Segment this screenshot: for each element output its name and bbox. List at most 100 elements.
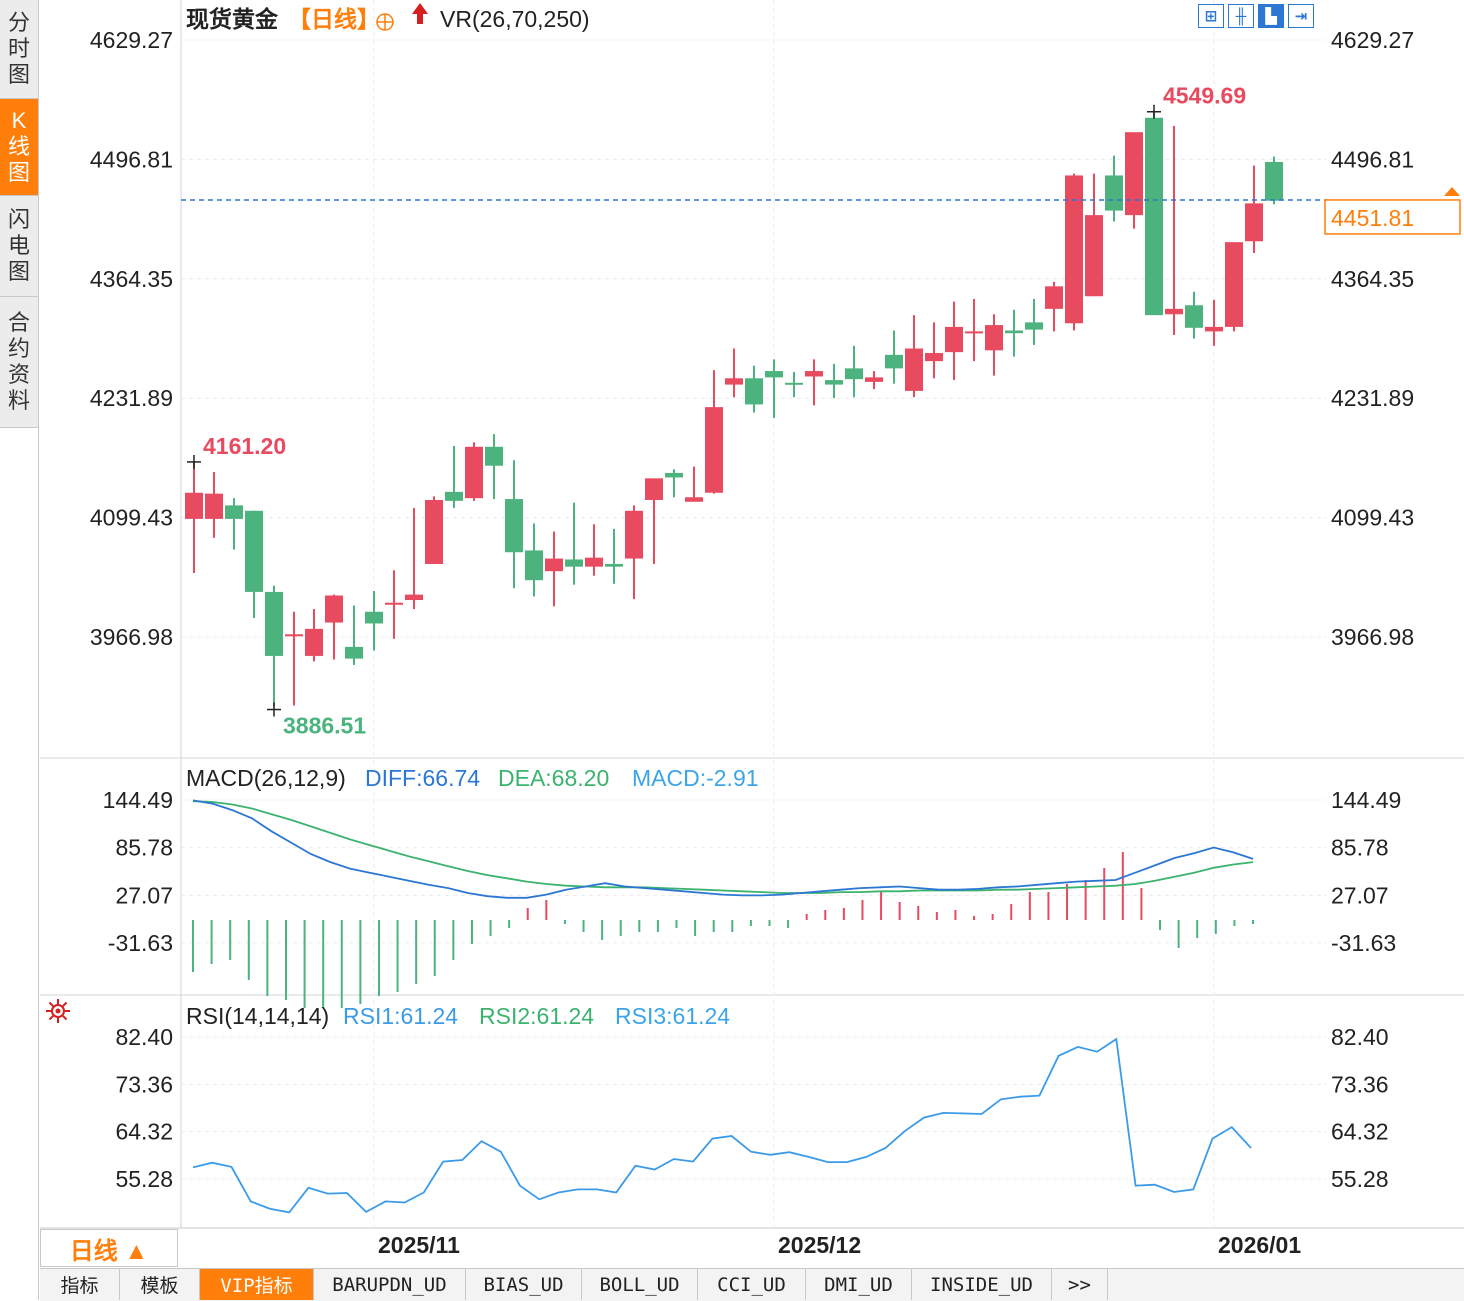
candle-grid-icon[interactable]: ╫ bbox=[1228, 4, 1254, 28]
tab-cci-ud[interactable]: CCI_UD bbox=[698, 1269, 806, 1300]
candle-body bbox=[565, 559, 583, 567]
scroll-right-icon[interactable]: ⇥ bbox=[1288, 4, 1314, 28]
candle-body bbox=[985, 325, 1003, 351]
tab-inside-ud[interactable]: INSIDE_UD bbox=[912, 1269, 1052, 1300]
price-axis-label-right: 3966.98 bbox=[1331, 624, 1414, 650]
candle-body bbox=[445, 491, 463, 501]
side-tab-flash[interactable]: 闪电图 bbox=[0, 196, 38, 297]
candle-body bbox=[245, 510, 263, 592]
kline-chart[interactable]: 2025/11 2025/12 2026/01 4629.27 4629.27 4496.… bbox=[0, 0, 1464, 1268]
candle-body bbox=[1025, 322, 1043, 330]
candle-body bbox=[285, 634, 303, 637]
candle-body bbox=[1145, 117, 1163, 316]
instrument-title: 现货黄金 bbox=[186, 6, 279, 32]
period-label: 【日线】 bbox=[288, 6, 380, 32]
candle-body bbox=[1065, 175, 1083, 324]
candle-body bbox=[505, 499, 523, 553]
candle-body bbox=[205, 493, 223, 519]
vr-indicator-label: VR(26,70,250) bbox=[440, 6, 590, 32]
candle-body bbox=[345, 646, 363, 659]
current-price-box bbox=[1324, 199, 1461, 235]
tab-vip-indicator[interactable]: VIP指标 bbox=[200, 1269, 314, 1300]
macd-axis-label-left: 27.07 bbox=[115, 882, 173, 908]
rsi-axis-label-right: 64.32 bbox=[1331, 1119, 1389, 1145]
candle-body bbox=[925, 353, 943, 362]
candle-body bbox=[485, 446, 503, 466]
candle-body bbox=[1265, 161, 1283, 201]
macd-axis-label-right: -31.63 bbox=[1331, 930, 1396, 956]
tab-template[interactable]: 模板 bbox=[120, 1269, 200, 1300]
tab-indicator[interactable]: 指标 bbox=[40, 1269, 120, 1300]
extreme-label-high: 4549.69 bbox=[1163, 83, 1246, 109]
candle-body bbox=[1185, 305, 1203, 328]
macd-value-legend: MACD:-2.91 bbox=[632, 765, 759, 791]
tab-bias-ud[interactable]: BIAS_UD bbox=[466, 1269, 582, 1300]
macd-axis-label-right: 27.07 bbox=[1331, 882, 1389, 908]
rsi2-legend: RSI2:61.24 bbox=[479, 1003, 594, 1029]
candle-body bbox=[1125, 132, 1143, 216]
candle-body bbox=[825, 380, 843, 385]
side-tab-timeshare[interactable]: 分时图 bbox=[0, 0, 38, 99]
price-axis-label-right: 4496.81 bbox=[1331, 146, 1414, 172]
tab-more[interactable]: >> bbox=[1052, 1269, 1108, 1300]
chart-zoom-icon[interactable]: ▙ bbox=[1258, 4, 1284, 28]
price-axis-label-left: 4099.43 bbox=[90, 505, 173, 531]
vr-arrow-icon bbox=[412, 3, 428, 24]
candle-body bbox=[405, 594, 423, 601]
rsi-axis-label-left: 82.40 bbox=[115, 1024, 173, 1050]
candle-body bbox=[745, 378, 763, 405]
macd-diff-legend: DIFF:66.74 bbox=[365, 765, 480, 791]
macd-axis-label-left: 144.49 bbox=[103, 787, 173, 813]
candle-body bbox=[265, 591, 283, 656]
candle-body bbox=[1085, 215, 1103, 297]
tab-boll-ud[interactable]: BOLL_UD bbox=[582, 1269, 698, 1300]
x-tick-label: 2026/01 bbox=[1218, 1232, 1301, 1258]
crosshair-grid-icon[interactable]: ⊞ bbox=[1198, 4, 1224, 28]
candle-body bbox=[765, 371, 783, 378]
candle-body bbox=[965, 331, 983, 334]
candle-body bbox=[325, 595, 343, 623]
candle-body bbox=[425, 499, 443, 564]
candle-body bbox=[1205, 326, 1223, 332]
candle-body bbox=[905, 348, 923, 391]
candle-body bbox=[1225, 242, 1243, 327]
rsi-line bbox=[192, 1037, 1252, 1214]
price-axis-label-right: 4231.89 bbox=[1331, 385, 1414, 411]
tab-barupdn-ud[interactable]: BARUPDN_UD bbox=[314, 1269, 466, 1300]
rsi-settings-icon bbox=[48, 1001, 54, 1007]
extreme-label-high: 4161.20 bbox=[203, 433, 286, 459]
extreme-label-low: 3886.51 bbox=[283, 713, 366, 739]
rsi-settings-icon bbox=[48, 1015, 54, 1021]
candle-body bbox=[585, 557, 603, 567]
timeframe-button[interactable]: 日线 ▲ bbox=[40, 1229, 178, 1267]
candle-body bbox=[365, 611, 383, 624]
rsi-axis-label-right: 82.40 bbox=[1331, 1024, 1389, 1050]
side-tabs-filler bbox=[0, 428, 38, 1300]
tab-dmi-ud[interactable]: DMI_UD bbox=[806, 1269, 912, 1300]
rsi-title: RSI(14,14,14) bbox=[186, 1003, 329, 1029]
candle-body bbox=[625, 510, 643, 559]
candle-body bbox=[1165, 308, 1183, 315]
candle-body bbox=[865, 377, 883, 382]
rsi-settings-icon bbox=[62, 1015, 68, 1021]
side-tab-contract-info[interactable]: 合约资料 bbox=[0, 297, 38, 428]
candle-body bbox=[1005, 330, 1023, 334]
rsi-axis-label-right: 55.28 bbox=[1331, 1166, 1389, 1192]
candle-body bbox=[725, 378, 743, 385]
macd-title: MACD(26,12,9) bbox=[186, 765, 346, 791]
macd-dea-legend: DEA:68.20 bbox=[498, 765, 609, 791]
rsi-axis-label-right: 73.36 bbox=[1331, 1071, 1389, 1097]
macd-axis-label-right: 85.78 bbox=[1331, 835, 1389, 861]
price-axis-label-right: 4099.43 bbox=[1331, 505, 1414, 531]
price-axis-label-left: 4629.27 bbox=[90, 27, 173, 53]
candle-body bbox=[185, 492, 203, 519]
rsi-axis-label-left: 73.36 bbox=[115, 1071, 173, 1097]
rsi3-legend: RSI3:61.24 bbox=[615, 1003, 730, 1029]
x-tick-label: 2025/12 bbox=[778, 1232, 861, 1258]
current-price-arrow-icon bbox=[1444, 186, 1460, 196]
macd-diff-line bbox=[192, 799, 1254, 899]
candle-body bbox=[645, 478, 663, 500]
price-axis-label-left: 4231.89 bbox=[90, 385, 173, 411]
